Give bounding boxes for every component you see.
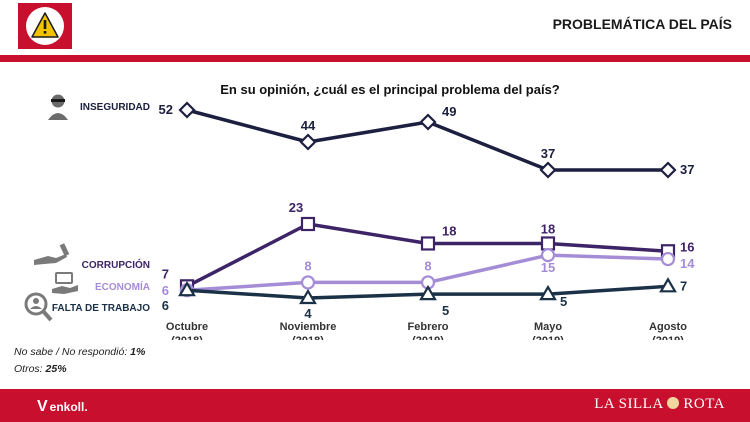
data-label: 5 [442,303,449,318]
data-label: 16 [680,239,694,254]
la-silla-rota-logo: LA SILLA ROTA [594,396,725,413]
warning-triangle-icon [26,7,64,45]
data-label: 23 [289,200,303,215]
notes: No sabe / No respondió: 1% Otros: 25% [14,344,145,378]
data-point [659,277,677,293]
data-label: 49 [442,104,456,119]
data-label: 52 [159,102,173,117]
data-point [420,236,436,251]
data-label: 6 [162,283,169,298]
data-point [659,161,677,179]
data-label: 15 [541,260,555,275]
job-search-icon [24,292,53,322]
no-answer-label: No sabe / No respondió: [14,346,131,358]
enkoll-text: enkoll. [49,400,88,414]
x-tick-label: (2018) [292,335,324,340]
x-tick-label: Agosto [649,321,687,333]
data-point [540,248,556,263]
data-label: 8 [304,258,311,273]
data-point [299,288,317,305]
data-point [419,284,437,301]
x-tick-label: Octubre [166,321,208,333]
data-label: 7 [162,266,169,281]
others-label: Otros: [14,363,46,375]
no-answer-note: No sabe / No respondió: 1% [14,344,145,361]
seal-icon [667,397,680,409]
bribe-hand-icon [34,243,70,265]
header-divider [0,55,750,62]
others-note: Otros: 25% [14,361,145,378]
data-point [539,284,557,301]
data-point [300,275,316,290]
x-tick-label: Febrero [408,321,449,333]
data-label: 6 [162,298,169,313]
data-point [300,216,316,232]
series-label: INSEGURIDAD [80,102,150,113]
data-point [660,251,676,267]
data-label: 5 [560,294,567,309]
x-tick-label: Noviembre [280,321,337,333]
series-label: CORRUPCIÓN [82,258,150,271]
enkoll-mark: V [37,398,48,415]
data-label: 18 [442,223,456,238]
series-label: ECONOMÍA [95,280,150,293]
data-label: 14 [680,256,695,271]
chart-question: En su opinión, ¿cuál es el principal pro… [220,82,560,97]
data-label: 37 [541,146,555,161]
data-label: 18 [541,221,555,236]
x-tick-label: (2019) [412,335,444,340]
header: PROBLEMÁTICA DEL PAÍS [0,0,750,55]
data-point [178,101,196,119]
warning-badge [18,3,72,49]
no-answer-value: 1% [130,346,146,358]
money-hand-icon [52,272,78,294]
logo-text-a: LA SILLA [594,396,663,412]
x-tick-label: (2018) [171,335,203,340]
data-point [299,133,317,151]
x-tick-label: (2019) [532,335,564,340]
line-chart: Octubre (2018) Noviembre (2018) Febrero (2019… [24,94,695,340]
data-point [419,113,437,131]
data-point [539,161,557,179]
x-tick-label: (2019) [652,335,684,340]
data-label: 44 [301,118,316,133]
data-label: 8 [424,258,431,273]
data-point [178,281,196,297]
others-value: 25% [45,363,67,375]
thief-icon [48,94,68,120]
page-title: PROBLEMÁTICA DEL PAÍS [552,16,732,32]
series-label: FALTA DE TRABAJO [52,303,150,314]
data-label: 4 [304,306,312,321]
x-tick-label: Mayo [534,321,562,333]
data-label: 37 [680,162,694,177]
data-label: 7 [680,278,687,293]
data-point [540,236,556,251]
logo-text-b: ROTA [683,396,725,412]
